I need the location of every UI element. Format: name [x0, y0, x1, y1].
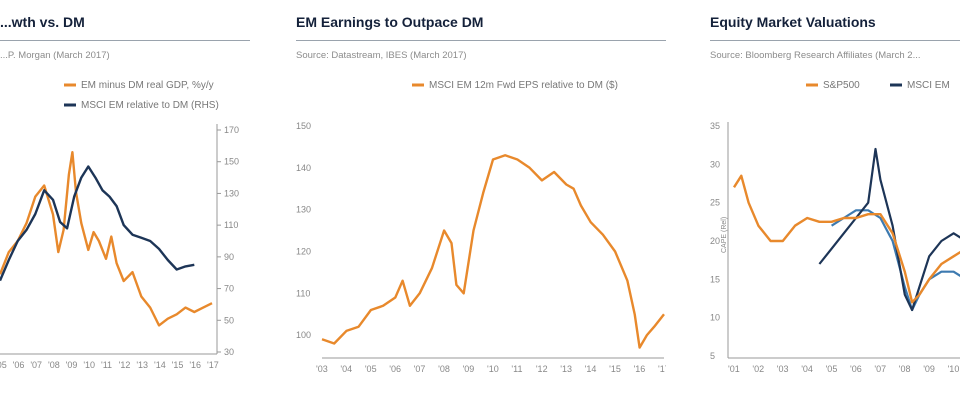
x-tick-label: '05 [826, 364, 838, 374]
y-tick-label: 110 [296, 288, 310, 298]
chart-cape-valuations: 35 30 25 20 15 10 5 CAPE (Rel) '01 '02 '03 '04 '05 '0… [710, 80, 960, 374]
y-right-tick-label: 70 [224, 284, 234, 294]
x-tick-label: '13 [136, 360, 148, 370]
x-tick-label: '14 [585, 364, 597, 374]
y-tick-label: 130 [296, 205, 311, 215]
x-tick-label: '04 [340, 364, 352, 374]
legend-label: S&P500 [823, 80, 860, 91]
y-right-tick-label: 130 [224, 188, 239, 198]
series-line-blue [831, 209, 960, 312]
x-tick-label: '01 [728, 364, 740, 374]
series-line-sp500 [732, 174, 960, 304]
x-tick-label: '05 [365, 364, 377, 374]
x-tick-label: '10 [83, 360, 95, 370]
series-line-msci-em [818, 147, 960, 312]
y-tick-label: 5 [710, 351, 715, 361]
x-tick-label: '08 [899, 364, 911, 374]
chart-em-eps-relative: 150 140 130 120 110 100 '03 '04 '05 '06 '07 '08 '09 '… [296, 80, 666, 374]
y-right-tick-label: 110 [224, 220, 238, 230]
y-tick-label: 25 [710, 198, 720, 208]
x-tick-label: '07 [30, 360, 42, 370]
chart-panel-em-growth: ...wth vs. DM ...P. Morgan (March 2017) … [0, 0, 250, 400]
x-tick-label: '08 [438, 364, 450, 374]
panel-title: EM Earnings to Outpace DM [296, 14, 484, 30]
y-right-tick-label: 30 [224, 347, 234, 357]
x-tick-label: '16 [189, 360, 201, 370]
x-tick-label: '09 [463, 364, 475, 374]
x-tick-label: '15 [172, 360, 184, 370]
x-tick-label: '13 [560, 364, 572, 374]
y-right-tick-label: 50 [224, 315, 234, 325]
series-line-msci-rel [0, 165, 195, 282]
y-tick-label: 35 [710, 121, 720, 131]
x-tick-label: '05 [0, 360, 7, 370]
title-rule [710, 40, 960, 41]
x-tick-label: '10 [487, 364, 499, 374]
y-tick-label: 120 [296, 246, 311, 256]
y-tick-label: 30 [710, 159, 720, 169]
x-tick-label: '06 [850, 364, 862, 374]
y-tick-label: 15 [710, 274, 720, 284]
y-right-tick-label: 170 [224, 125, 239, 135]
chart-em-gdp-vs-msci: 170 150 130 110 90 70 50 30 '05 '06 '07 '08 '09 '10 '1… [0, 80, 239, 370]
chart-panel-equity-valuations: Equity Market Valuations Source: Bloombe… [710, 0, 960, 400]
title-rule [0, 40, 250, 41]
legend-label: MSCI EM relative to DM (RHS) [81, 100, 219, 111]
source-note: Source: Bloomberg Research Affiliates (M… [710, 50, 921, 61]
x-tick-label: '08 [48, 360, 60, 370]
y-right-tick-label: 90 [224, 252, 234, 262]
y-tick-label: 20 [710, 236, 720, 246]
x-tick-label: '10 [948, 364, 960, 374]
series-line-eps-rel [321, 154, 665, 349]
x-tick-label: '07 [414, 364, 426, 374]
title-rule [296, 40, 666, 41]
x-tick-label: '17 [658, 364, 666, 374]
x-tick-label: '07 [874, 364, 886, 374]
source-note: Source: Datastream, IBES (March 2017) [296, 50, 467, 61]
x-tick-label: '17 [207, 360, 219, 370]
x-tick-label: '14 [154, 360, 166, 370]
y-tick-label: 150 [296, 121, 311, 131]
y-tick-label: 10 [710, 313, 720, 323]
legend-label: EM minus DM real GDP, %y/y [81, 80, 214, 91]
x-tick-label: '16 [634, 364, 646, 374]
x-tick-label: '02 [752, 364, 764, 374]
x-tick-label: '15 [609, 364, 621, 374]
x-tick-label: '09 [923, 364, 935, 374]
x-tick-label: '03 [777, 364, 789, 374]
chart-panel-em-earnings: EM Earnings to Outpace DM Source: Datast… [296, 0, 666, 400]
x-tick-label: '12 [536, 364, 548, 374]
y-tick-label: 100 [296, 330, 311, 340]
x-tick-label: '09 [66, 360, 78, 370]
legend-label: MSCI EM [907, 80, 950, 91]
x-tick-label: '12 [119, 360, 131, 370]
y-right-tick-label: 150 [224, 157, 239, 167]
x-tick-label: '11 [511, 364, 522, 374]
y-axis-label: CAPE (Rel) [721, 217, 728, 253]
x-tick-label: '11 [101, 360, 112, 370]
panel-title: ...wth vs. DM [0, 14, 85, 30]
legend-label: MSCI EM 12m Fwd EPS relative to DM ($) [429, 80, 618, 91]
x-tick-label: '04 [801, 364, 813, 374]
x-tick-label: '03 [316, 364, 328, 374]
source-note: ...P. Morgan (March 2017) [0, 50, 110, 61]
y-tick-label: 140 [296, 163, 311, 173]
panel-title: Equity Market Valuations [710, 14, 876, 30]
x-tick-label: '06 [389, 364, 401, 374]
x-tick-label: '06 [13, 360, 25, 370]
series-line-em-gdp [0, 151, 213, 327]
